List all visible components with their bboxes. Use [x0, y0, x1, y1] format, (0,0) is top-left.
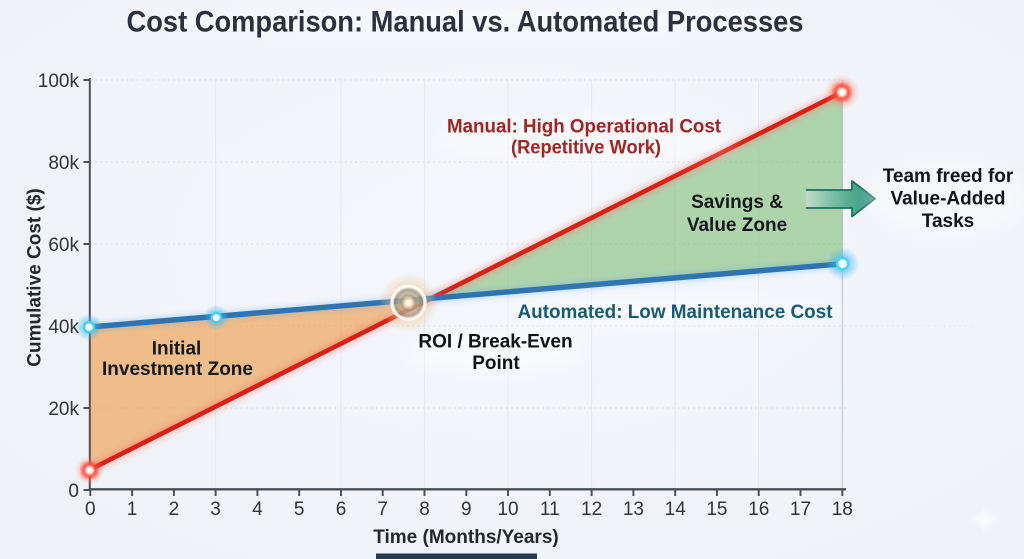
svg-text:13: 13: [623, 499, 644, 520]
svg-text:Team freed for: Team freed for: [883, 166, 1014, 187]
svg-text:Investment Zone: Investment Zone: [102, 359, 253, 380]
svg-text:7: 7: [377, 499, 388, 520]
svg-text:Savings &: Savings &: [691, 192, 783, 213]
svg-text:Cost Comparison: Manual vs. Au: Cost Comparison: Manual vs. Automated Pr…: [127, 6, 804, 39]
svg-text:3: 3: [210, 499, 221, 520]
svg-text:Automated: Low Maintenance Cos: Automated: Low Maintenance Cost: [518, 302, 834, 323]
svg-text:2: 2: [169, 499, 180, 520]
svg-text:(Repetitive Work): (Repetitive Work): [511, 138, 661, 159]
svg-text:1: 1: [127, 499, 138, 520]
svg-text:ROI / Break-Even: ROI / Break-Even: [418, 332, 572, 353]
svg-text:18: 18: [832, 499, 853, 520]
svg-text:9: 9: [461, 499, 472, 520]
svg-text:0: 0: [85, 499, 96, 520]
svg-text:12: 12: [581, 499, 602, 520]
svg-text:16: 16: [748, 499, 769, 520]
svg-text:Value-Added: Value-Added: [890, 189, 1005, 210]
svg-text:8: 8: [419, 499, 430, 520]
svg-text:80k: 80k: [48, 153, 79, 174]
svg-text:100k: 100k: [38, 71, 80, 92]
svg-text:40k: 40k: [48, 317, 79, 338]
svg-text:5: 5: [294, 499, 305, 520]
svg-text:4: 4: [252, 499, 263, 520]
svg-text:Cumulative Cost ($): Cumulative Cost ($): [25, 188, 46, 366]
svg-text:10: 10: [497, 499, 518, 520]
svg-text:Tasks: Tasks: [922, 211, 974, 232]
svg-text:60k: 60k: [48, 235, 79, 256]
svg-text:Value Zone: Value Zone: [687, 215, 787, 236]
svg-text:20k: 20k: [48, 399, 79, 420]
svg-text:15: 15: [706, 499, 727, 520]
svg-text:Manual: High Operational Cost: Manual: High Operational Cost: [447, 117, 722, 138]
svg-text:Time (Months/Years): Time (Months/Years): [373, 527, 558, 548]
svg-text:17: 17: [790, 499, 811, 520]
svg-text:Initial: Initial: [152, 339, 202, 360]
svg-text:14: 14: [665, 499, 687, 520]
svg-text:0: 0: [68, 481, 79, 502]
svg-text:6: 6: [336, 499, 347, 520]
svg-text:Point: Point: [472, 353, 520, 374]
svg-text:11: 11: [540, 499, 560, 520]
